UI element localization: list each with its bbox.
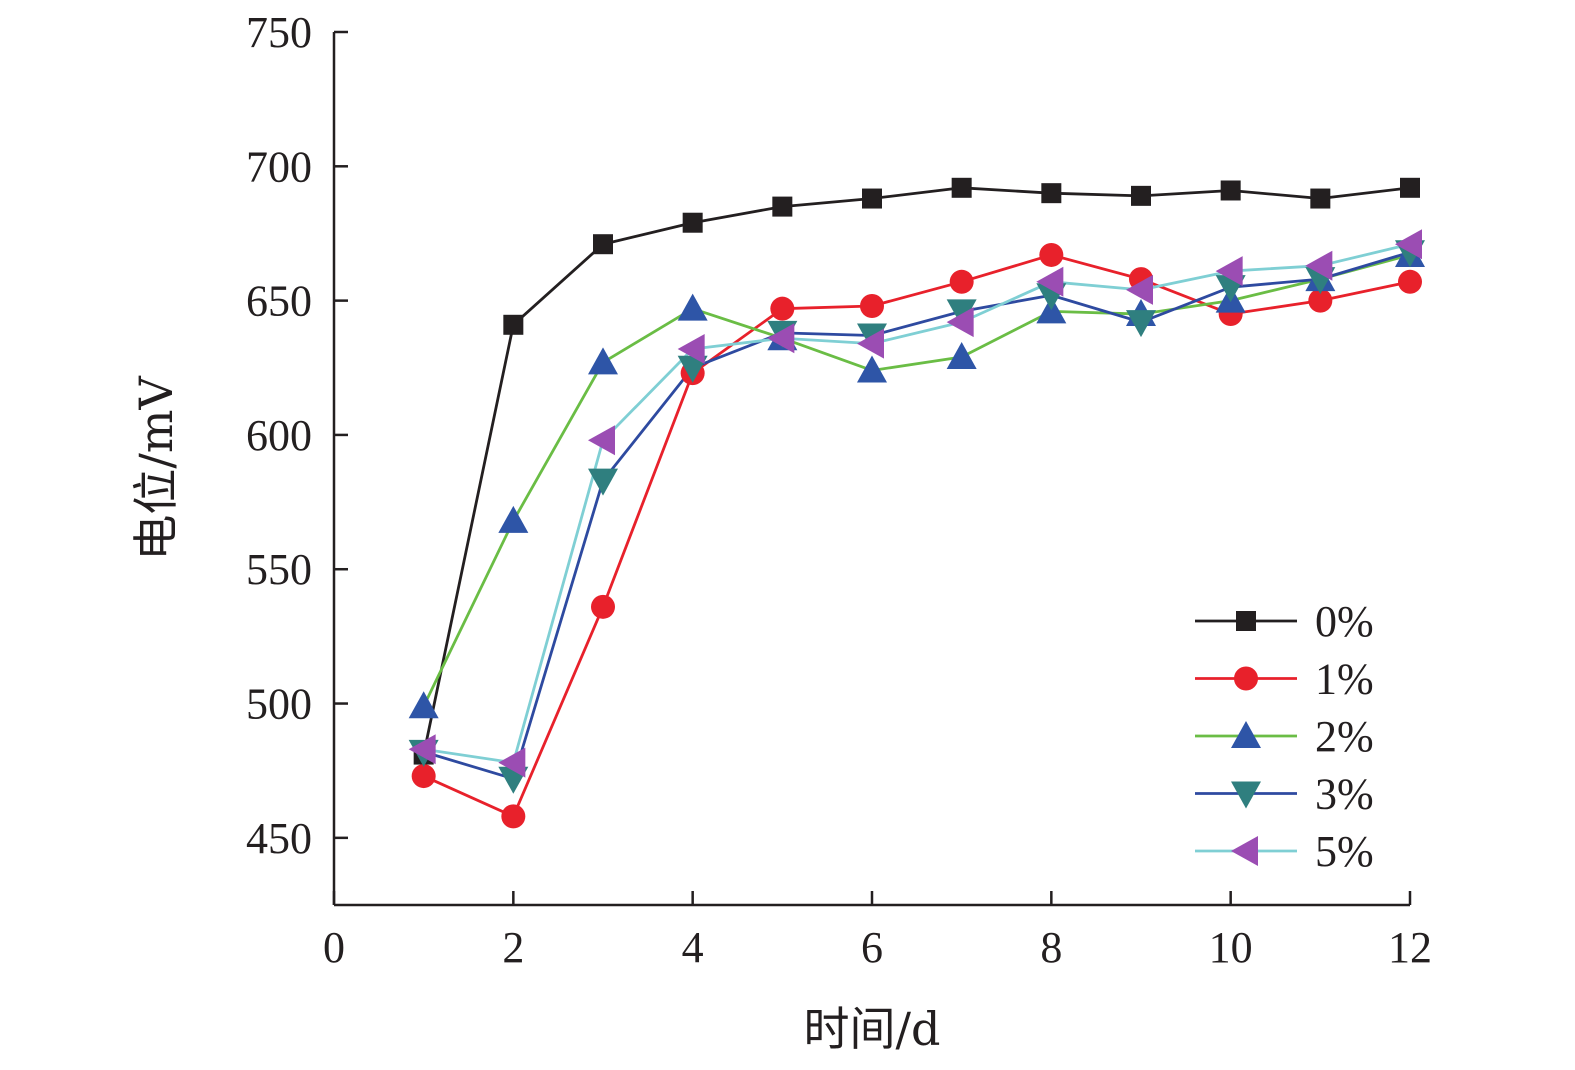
x-tick-label: 0 — [323, 923, 345, 972]
x-axis-title: 时间/d — [804, 1002, 941, 1056]
y-tick-label: 450 — [246, 814, 312, 863]
x-tick-label: 6 — [861, 923, 883, 972]
y-tick-label: 700 — [246, 142, 312, 191]
data-point — [1305, 250, 1333, 281]
data-point — [1126, 310, 1156, 338]
y-axis-ticks: 450 500 550 600 650 700 750 — [246, 8, 348, 863]
data-point — [1220, 180, 1241, 201]
data-point — [767, 323, 795, 354]
legend-marker — [1234, 666, 1258, 691]
data-point — [1400, 177, 1420, 198]
data-point — [677, 293, 708, 321]
data-point — [593, 234, 613, 255]
data-point — [588, 468, 618, 496]
data-point — [588, 425, 615, 456]
x-tick-label: 10 — [1209, 923, 1253, 972]
data-point — [408, 734, 436, 765]
data-point — [857, 355, 887, 383]
y-tick-label: 550 — [246, 545, 312, 594]
y-tick-label: 600 — [246, 411, 312, 460]
data-point — [1215, 256, 1243, 287]
legend-label: 5% — [1315, 827, 1374, 876]
data-point — [951, 177, 972, 198]
data-point — [1131, 185, 1151, 206]
series-line-3% — [423, 250, 1411, 781]
legend-label: 2% — [1315, 712, 1374, 761]
data-point — [946, 342, 977, 370]
data-point — [503, 314, 524, 335]
data-point — [591, 594, 615, 619]
series-line-5% — [423, 242, 1411, 765]
legend: 0% 1% 2% 3% 5% — [1195, 597, 1374, 876]
legend-marker — [1236, 611, 1256, 631]
data-point — [498, 747, 526, 778]
x-tick-label: 2 — [502, 923, 524, 972]
series-line-1% — [423, 253, 1411, 818]
data-point — [588, 347, 618, 375]
legend-item: 5% — [1195, 827, 1374, 876]
data-point — [498, 505, 529, 533]
data-point — [860, 293, 884, 318]
data-point — [862, 188, 882, 209]
legend-item: 1% — [1195, 655, 1374, 704]
x-axis-ticks: 0 2 4 6 8 10 12 — [323, 891, 1432, 972]
legend-marker — [1231, 836, 1258, 866]
data-point — [1036, 266, 1064, 297]
legend-item: 3% — [1195, 770, 1374, 819]
data-point — [411, 764, 436, 789]
series-line-0% — [422, 186, 1411, 755]
x-tick-label: 8 — [1040, 923, 1062, 972]
series-lines — [422, 186, 1411, 818]
data-point — [1398, 269, 1422, 294]
y-axis-title: 电位/mV — [129, 376, 183, 561]
data-point — [946, 299, 977, 327]
legend-marker — [1231, 781, 1261, 809]
data-point — [1126, 274, 1153, 305]
legend-label: 0% — [1315, 597, 1374, 646]
data-point — [408, 691, 439, 719]
x-tick-label: 4 — [682, 923, 704, 972]
y-tick-label: 750 — [246, 8, 312, 57]
data-point — [1310, 188, 1331, 209]
data-point — [1039, 242, 1064, 267]
data-point — [772, 196, 793, 217]
legend-label: 1% — [1315, 655, 1374, 704]
data-point — [857, 328, 884, 359]
y-tick-label: 650 — [246, 277, 312, 326]
legend-item: 2% — [1195, 712, 1374, 761]
series-line-2% — [422, 253, 1411, 707]
data-point — [677, 355, 708, 383]
data-point — [677, 333, 705, 364]
x-tick-label: 12 — [1388, 923, 1432, 972]
data-point — [682, 212, 703, 233]
data-point — [946, 307, 974, 338]
legend-label: 3% — [1315, 770, 1374, 819]
data-point — [501, 804, 526, 829]
legend-item: 0% — [1195, 597, 1374, 646]
data-point — [770, 296, 795, 321]
data-point — [1308, 288, 1333, 313]
data-point — [949, 269, 974, 294]
legend-marker — [1231, 721, 1261, 748]
data-point — [1395, 229, 1422, 260]
y-tick-label: 500 — [246, 680, 312, 729]
series-markers — [408, 177, 1425, 829]
data-point — [1041, 183, 1062, 204]
